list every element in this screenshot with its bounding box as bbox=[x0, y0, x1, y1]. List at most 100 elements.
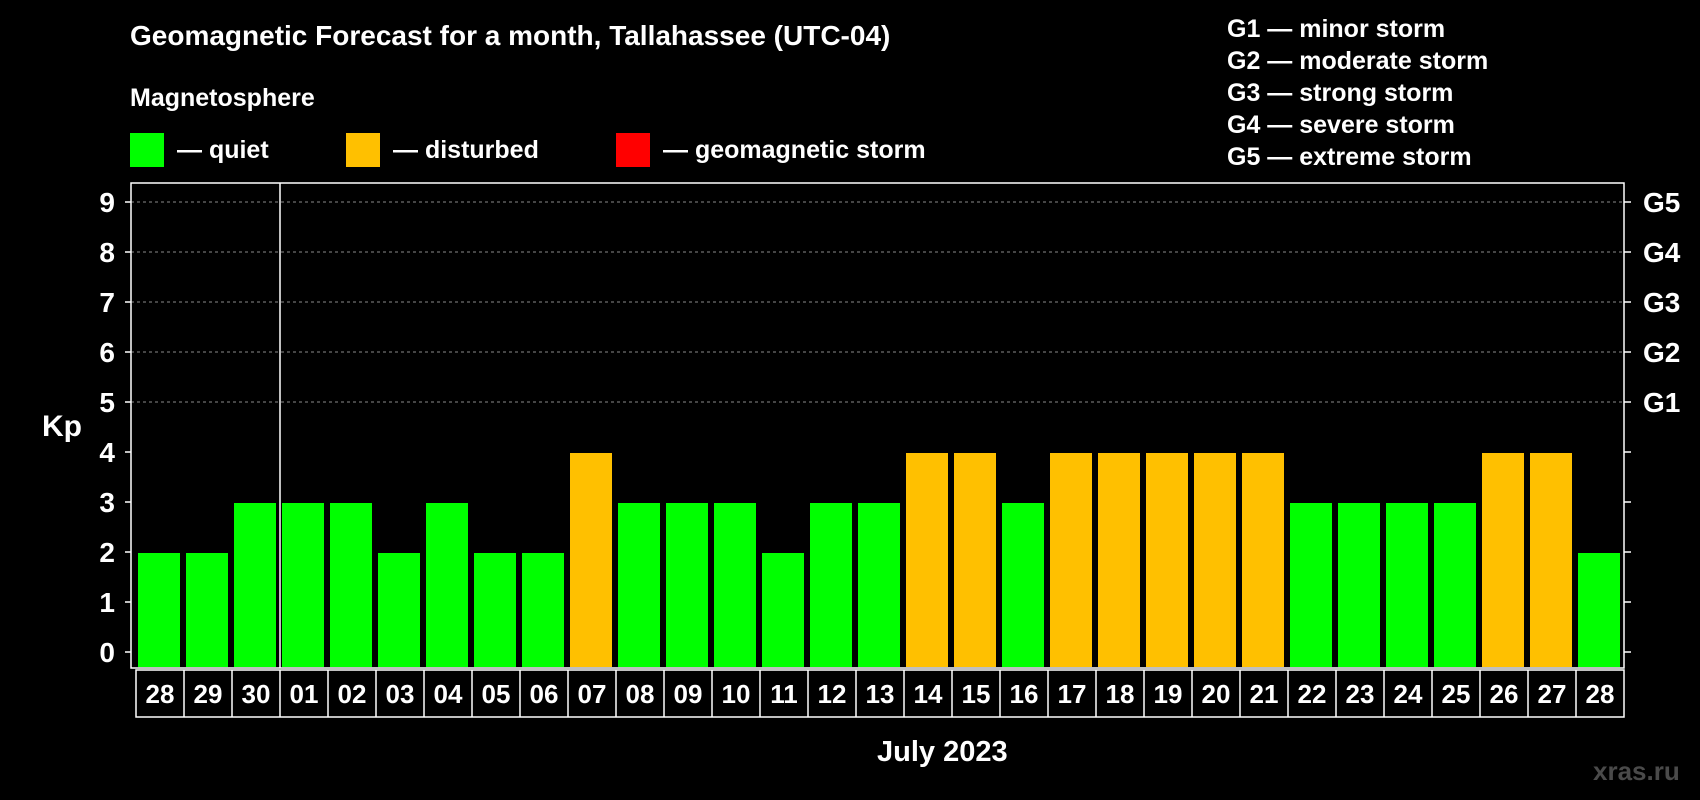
legend-label-storm: — geomagnetic storm bbox=[663, 135, 926, 164]
bar-day-7 bbox=[426, 503, 468, 667]
date-label-20: 17 bbox=[1058, 679, 1087, 709]
date-row-frame bbox=[135, 669, 1625, 718]
date-label-18: 15 bbox=[962, 679, 991, 709]
chart-title: Geomagnetic Forecast for a month, Tallah… bbox=[130, 20, 891, 51]
date-label-9: 06 bbox=[530, 679, 559, 709]
storm-level-label-G1: G1 bbox=[1643, 387, 1680, 418]
date-label-16: 13 bbox=[866, 679, 895, 709]
y-tick-label-3: 3 bbox=[99, 487, 115, 518]
watermark: xras.ru bbox=[1593, 756, 1680, 786]
date-label-23: 20 bbox=[1202, 679, 1231, 709]
storm-scale-g1: G1 — minor storm bbox=[1227, 15, 1446, 43]
legend-label-quiet: — quiet bbox=[177, 135, 269, 164]
date-label-1: 28 bbox=[146, 679, 175, 709]
date-label-29: 26 bbox=[1490, 679, 1519, 709]
bar-day-24 bbox=[1242, 453, 1284, 667]
bar-day-23 bbox=[1194, 453, 1236, 667]
date-label-10: 07 bbox=[578, 679, 607, 709]
quiet-swatch bbox=[130, 133, 164, 167]
bar-day-14 bbox=[762, 553, 804, 667]
bar-day-11 bbox=[618, 503, 660, 667]
bar-day-29 bbox=[1482, 453, 1524, 667]
date-label-6: 03 bbox=[386, 679, 415, 709]
bar-day-8 bbox=[474, 553, 516, 667]
bar-day-5 bbox=[330, 503, 372, 667]
legend-label-disturbed: — disturbed bbox=[393, 135, 539, 164]
y-tick-label-7: 7 bbox=[99, 287, 115, 318]
bar-day-22 bbox=[1146, 453, 1188, 667]
storm-level-label-G3: G3 bbox=[1643, 287, 1680, 318]
bar-day-10 bbox=[570, 453, 612, 667]
y-axis-label: Kp bbox=[42, 410, 82, 443]
date-label-22: 19 bbox=[1154, 679, 1183, 709]
bar-day-26 bbox=[1338, 503, 1380, 667]
bar-day-9 bbox=[522, 553, 564, 667]
y-tick-label-5: 5 bbox=[99, 387, 115, 418]
y-tick-label-4: 4 bbox=[99, 437, 115, 468]
date-label-12: 09 bbox=[674, 679, 703, 709]
bar-day-13 bbox=[714, 503, 756, 667]
legend-item-quiet: — quiet bbox=[130, 133, 269, 167]
bar-day-3 bbox=[234, 503, 276, 667]
bar-day-18 bbox=[954, 453, 996, 667]
bar-day-4 bbox=[282, 503, 324, 667]
storm-level-label-G4: G4 bbox=[1643, 237, 1681, 268]
storm-scale-legend: G1 — minor storm G2 — moderate storm G3 … bbox=[1227, 13, 1488, 173]
bar-day-20 bbox=[1050, 453, 1092, 667]
bar-day-17 bbox=[906, 453, 948, 667]
date-label-3: 30 bbox=[242, 679, 271, 709]
date-label-31: 28 bbox=[1586, 679, 1615, 709]
storm-level-label-G5: G5 bbox=[1643, 187, 1680, 218]
date-label-2: 29 bbox=[194, 679, 223, 709]
bar-day-31 bbox=[1578, 553, 1620, 667]
date-label-25: 22 bbox=[1298, 679, 1327, 709]
bar-day-2 bbox=[186, 553, 228, 667]
storm-swatch bbox=[616, 133, 650, 167]
date-label-19: 16 bbox=[1010, 679, 1039, 709]
y-tick-label-8: 8 bbox=[99, 237, 115, 268]
y-tick-label-2: 2 bbox=[99, 537, 115, 568]
bar-day-15 bbox=[810, 503, 852, 667]
bar-day-6 bbox=[378, 553, 420, 667]
date-label-28: 25 bbox=[1442, 679, 1471, 709]
date-label-30: 27 bbox=[1538, 679, 1567, 709]
storm-scale-g3: G3 — strong storm bbox=[1227, 79, 1454, 107]
date-label-8: 05 bbox=[482, 679, 511, 709]
date-label-11: 08 bbox=[626, 679, 655, 709]
y-tick-label-9: 9 bbox=[99, 187, 115, 218]
bar-day-21 bbox=[1098, 453, 1140, 667]
bar-day-27 bbox=[1386, 503, 1428, 667]
y-tick-label-0: 0 bbox=[99, 637, 115, 668]
bar-day-25 bbox=[1290, 503, 1332, 667]
bar-day-30 bbox=[1530, 453, 1572, 667]
legend-item-disturbed: — disturbed bbox=[346, 133, 539, 167]
date-label-17: 14 bbox=[914, 679, 943, 709]
date-label-5: 02 bbox=[338, 679, 367, 709]
date-label-15: 12 bbox=[818, 679, 847, 709]
date-label-21: 18 bbox=[1106, 679, 1135, 709]
date-label-13: 10 bbox=[722, 679, 751, 709]
bar-day-28 bbox=[1434, 503, 1476, 667]
plot-frame bbox=[130, 182, 1625, 669]
date-label-14: 11 bbox=[770, 679, 798, 709]
date-label-26: 23 bbox=[1346, 679, 1375, 709]
x-axis-label: July 2023 bbox=[877, 736, 1008, 768]
date-label-27: 24 bbox=[1394, 679, 1423, 709]
date-label-7: 04 bbox=[434, 679, 463, 709]
storm-scale-g5: G5 — extreme storm bbox=[1227, 143, 1472, 171]
storm-scale-g4: G4 — severe storm bbox=[1227, 111, 1455, 139]
storm-level-label-G2: G2 bbox=[1643, 337, 1680, 368]
date-label-24: 21 bbox=[1250, 679, 1279, 709]
bar-day-16 bbox=[858, 503, 900, 667]
bar-day-12 bbox=[666, 503, 708, 667]
storm-scale-g2: G2 — moderate storm bbox=[1227, 47, 1489, 75]
bar-day-19 bbox=[1002, 503, 1044, 667]
date-label-4: 01 bbox=[290, 679, 319, 709]
bar-day-1 bbox=[138, 553, 180, 667]
legend-item-storm: — geomagnetic storm bbox=[616, 133, 926, 167]
disturbed-swatch bbox=[346, 133, 380, 167]
y-tick-label-1: 1 bbox=[99, 587, 115, 618]
legend-heading: Magnetosphere bbox=[130, 84, 315, 112]
y-tick-label-6: 6 bbox=[99, 337, 115, 368]
